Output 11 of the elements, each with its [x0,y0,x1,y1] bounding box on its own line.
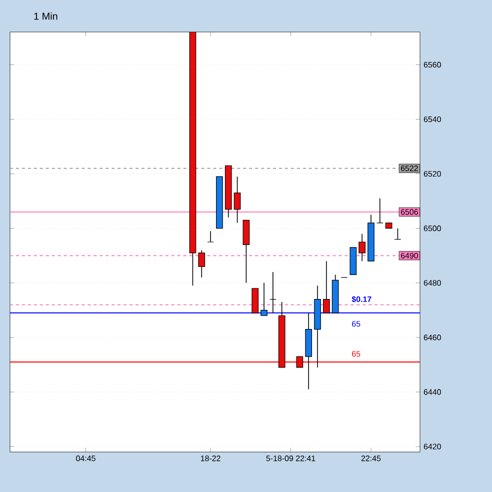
chart-title: 1 Min [34,12,58,20]
candlestick [296,356,304,368]
candlestick [394,228,402,240]
candlestick [198,250,206,278]
candlestick [270,272,276,314]
candlestick [260,282,268,316]
candlestick [207,230,214,242]
candlestick [376,198,384,224]
candlestick [234,176,241,224]
candlestick [322,260,330,314]
candlestick [358,233,366,262]
